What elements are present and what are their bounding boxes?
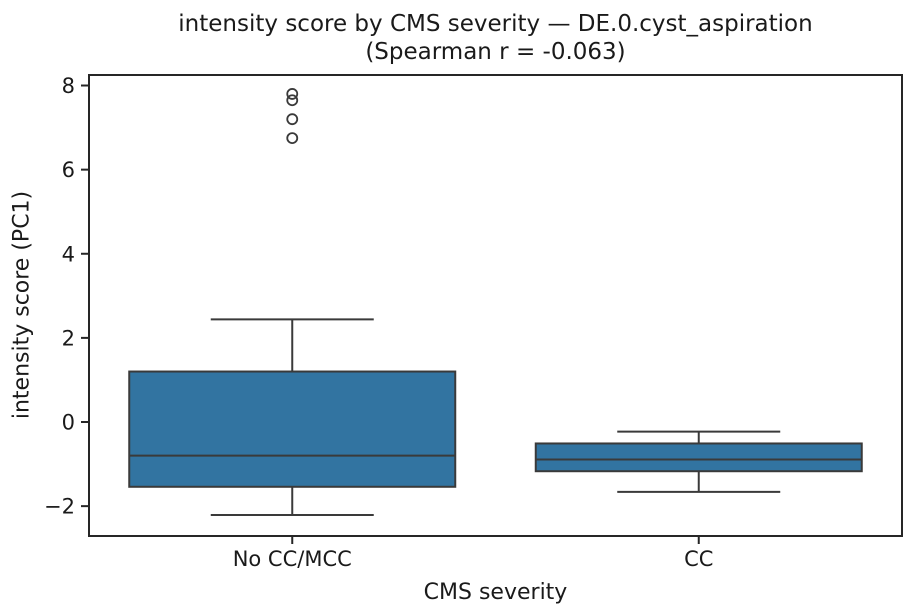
- x-tick-label: No CC/MCC: [233, 547, 352, 571]
- x-axis-label: CMS severity: [423, 580, 568, 605]
- y-tick-label: −2: [44, 495, 75, 519]
- outlier-point: [286, 88, 299, 100]
- iqr-box: [128, 370, 457, 488]
- iqr-box: [534, 442, 863, 473]
- outlier-point: [286, 132, 299, 144]
- y-tick-label: 4: [62, 242, 75, 266]
- y-tick-label: 8: [62, 74, 75, 98]
- outlier-point: [286, 113, 299, 126]
- y-tick-label: 0: [62, 411, 75, 435]
- chart-title: intensity score by CMS severity — DE.0.c…: [89, 10, 902, 66]
- y-tick-label: 2: [62, 326, 75, 350]
- y-tick-label: 6: [62, 158, 75, 182]
- chart-title-line1: intensity score by CMS severity — DE.0.c…: [178, 11, 813, 37]
- x-tick-label: CC: [684, 547, 713, 571]
- plot-frame: [88, 74, 903, 537]
- chart-title-line2: (Spearman r = -0.063): [365, 39, 626, 65]
- outlier-point: [286, 94, 299, 107]
